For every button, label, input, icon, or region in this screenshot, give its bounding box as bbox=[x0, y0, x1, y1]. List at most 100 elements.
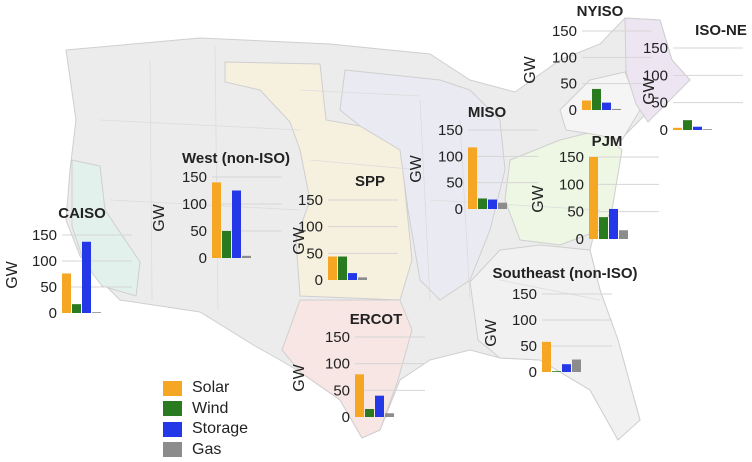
spp-region bbox=[224, 61, 413, 301]
chart-title: ISO-NE bbox=[695, 22, 747, 39]
bar-storage bbox=[602, 102, 611, 110]
legend-swatch-storage bbox=[163, 421, 182, 437]
bar-wind bbox=[365, 409, 374, 417]
chart-title: CAISO bbox=[58, 205, 106, 222]
tick-label: 50 bbox=[651, 95, 668, 112]
y-axis-label: GW bbox=[483, 318, 500, 346]
y-axis-label: GW bbox=[408, 154, 425, 182]
tick-label: 150 bbox=[32, 227, 57, 244]
tick-label: 150 bbox=[325, 329, 350, 346]
bar-gas bbox=[385, 413, 394, 417]
bar-gas bbox=[572, 359, 581, 372]
tick-label: 50 bbox=[333, 382, 350, 399]
legend-swatch-solar bbox=[163, 380, 182, 396]
bar-solar bbox=[62, 273, 71, 313]
bar-wind bbox=[552, 371, 561, 372]
tick-label: 100 bbox=[182, 196, 207, 213]
bar-storage bbox=[488, 199, 497, 209]
tick-label: 0 bbox=[315, 272, 323, 289]
bar-storage bbox=[693, 126, 702, 130]
state-borders bbox=[99, 44, 601, 311]
y-axis-label: GW bbox=[151, 203, 168, 231]
chart-title: West (non-ISO) bbox=[182, 150, 290, 167]
tick-label: 150 bbox=[552, 23, 577, 40]
tick-label: 50 bbox=[446, 175, 463, 192]
tick-label: 0 bbox=[342, 409, 350, 426]
tick-label: 0 bbox=[576, 231, 584, 248]
chart-west-non-iso: 0 50 100 150 West (non-ISO) GW bbox=[151, 150, 290, 267]
y-axis-label: GW bbox=[522, 55, 539, 83]
bar-gas bbox=[242, 255, 251, 258]
tick-label: 100 bbox=[298, 219, 323, 236]
tick-label: 100 bbox=[559, 176, 584, 193]
bar-storage bbox=[375, 395, 384, 417]
tick-label: 0 bbox=[660, 122, 668, 139]
bar-storage bbox=[562, 364, 571, 372]
bar-solar bbox=[468, 147, 477, 209]
tick-label: 50 bbox=[40, 279, 57, 296]
chart-title: PJM bbox=[592, 133, 623, 150]
bar-solar bbox=[355, 374, 364, 417]
bar-wind bbox=[683, 120, 692, 130]
tick-label: 150 bbox=[438, 122, 463, 139]
bar-storage bbox=[348, 273, 357, 280]
legend-label-wind: Wind bbox=[192, 399, 229, 417]
bar-gas bbox=[612, 108, 621, 110]
bar-gas bbox=[619, 230, 628, 239]
y-axis-label: GW bbox=[641, 76, 658, 104]
tick-label: 150 bbox=[298, 192, 323, 209]
bar-wind bbox=[592, 88, 601, 110]
bar-solar bbox=[673, 127, 682, 130]
bar-gas bbox=[703, 129, 712, 130]
chart-pjm: 0 50 100 150 PJM GW bbox=[530, 133, 659, 248]
tick-label: 0 bbox=[199, 250, 207, 267]
chart-title: NYISO bbox=[577, 3, 624, 20]
tick-label: 0 bbox=[529, 364, 537, 381]
chart-title: ERCOT bbox=[350, 311, 403, 328]
tick-label: 0 bbox=[49, 305, 57, 322]
chart-title: MISO bbox=[468, 104, 507, 121]
chart-title: Southeast (non-ISO) bbox=[493, 265, 638, 282]
tick-label: 100 bbox=[325, 356, 350, 373]
tick-label: 100 bbox=[643, 67, 668, 84]
bar-solar bbox=[589, 157, 598, 239]
bar-solar bbox=[328, 256, 337, 280]
y-axis-label: GW bbox=[291, 363, 308, 391]
legend-item-solar: Solar bbox=[163, 378, 248, 399]
tick-label: 50 bbox=[306, 245, 323, 262]
bar-gas bbox=[92, 312, 101, 313]
legend-label-gas: Gas bbox=[192, 440, 222, 458]
bar-solar bbox=[542, 341, 551, 372]
y-axis-label: GW bbox=[530, 184, 547, 212]
legend-item-storage: Storage bbox=[163, 419, 248, 440]
tick-label: 150 bbox=[643, 40, 668, 57]
bar-gas bbox=[498, 202, 507, 209]
tick-label: 150 bbox=[182, 169, 207, 186]
bar-wind bbox=[338, 256, 347, 280]
legend-swatch-gas bbox=[163, 442, 182, 458]
tick-label: 50 bbox=[520, 338, 537, 355]
legend-swatch-wind bbox=[163, 401, 182, 417]
bar-gas bbox=[358, 277, 367, 280]
tick-label: 50 bbox=[560, 76, 577, 93]
isone-region bbox=[624, 17, 691, 123]
tick-label: 100 bbox=[512, 312, 537, 329]
legend-item-wind: Wind bbox=[163, 399, 248, 420]
tick-label: 50 bbox=[190, 223, 207, 240]
y-axis-label: GW bbox=[4, 260, 21, 288]
bar-wind bbox=[478, 198, 487, 209]
legend-item-gas: Gas bbox=[163, 440, 248, 461]
tick-label: 150 bbox=[512, 286, 537, 303]
tick-label: 0 bbox=[569, 102, 577, 119]
bar-storage bbox=[609, 208, 618, 239]
chart-title: SPP bbox=[355, 173, 385, 190]
chart-spp: 0 50 100 150 SPP GW bbox=[291, 173, 398, 289]
chart-miso: 0 50 100 150 MISO GW bbox=[408, 104, 538, 218]
bar-solar bbox=[212, 182, 221, 258]
tick-label: 100 bbox=[438, 148, 463, 165]
